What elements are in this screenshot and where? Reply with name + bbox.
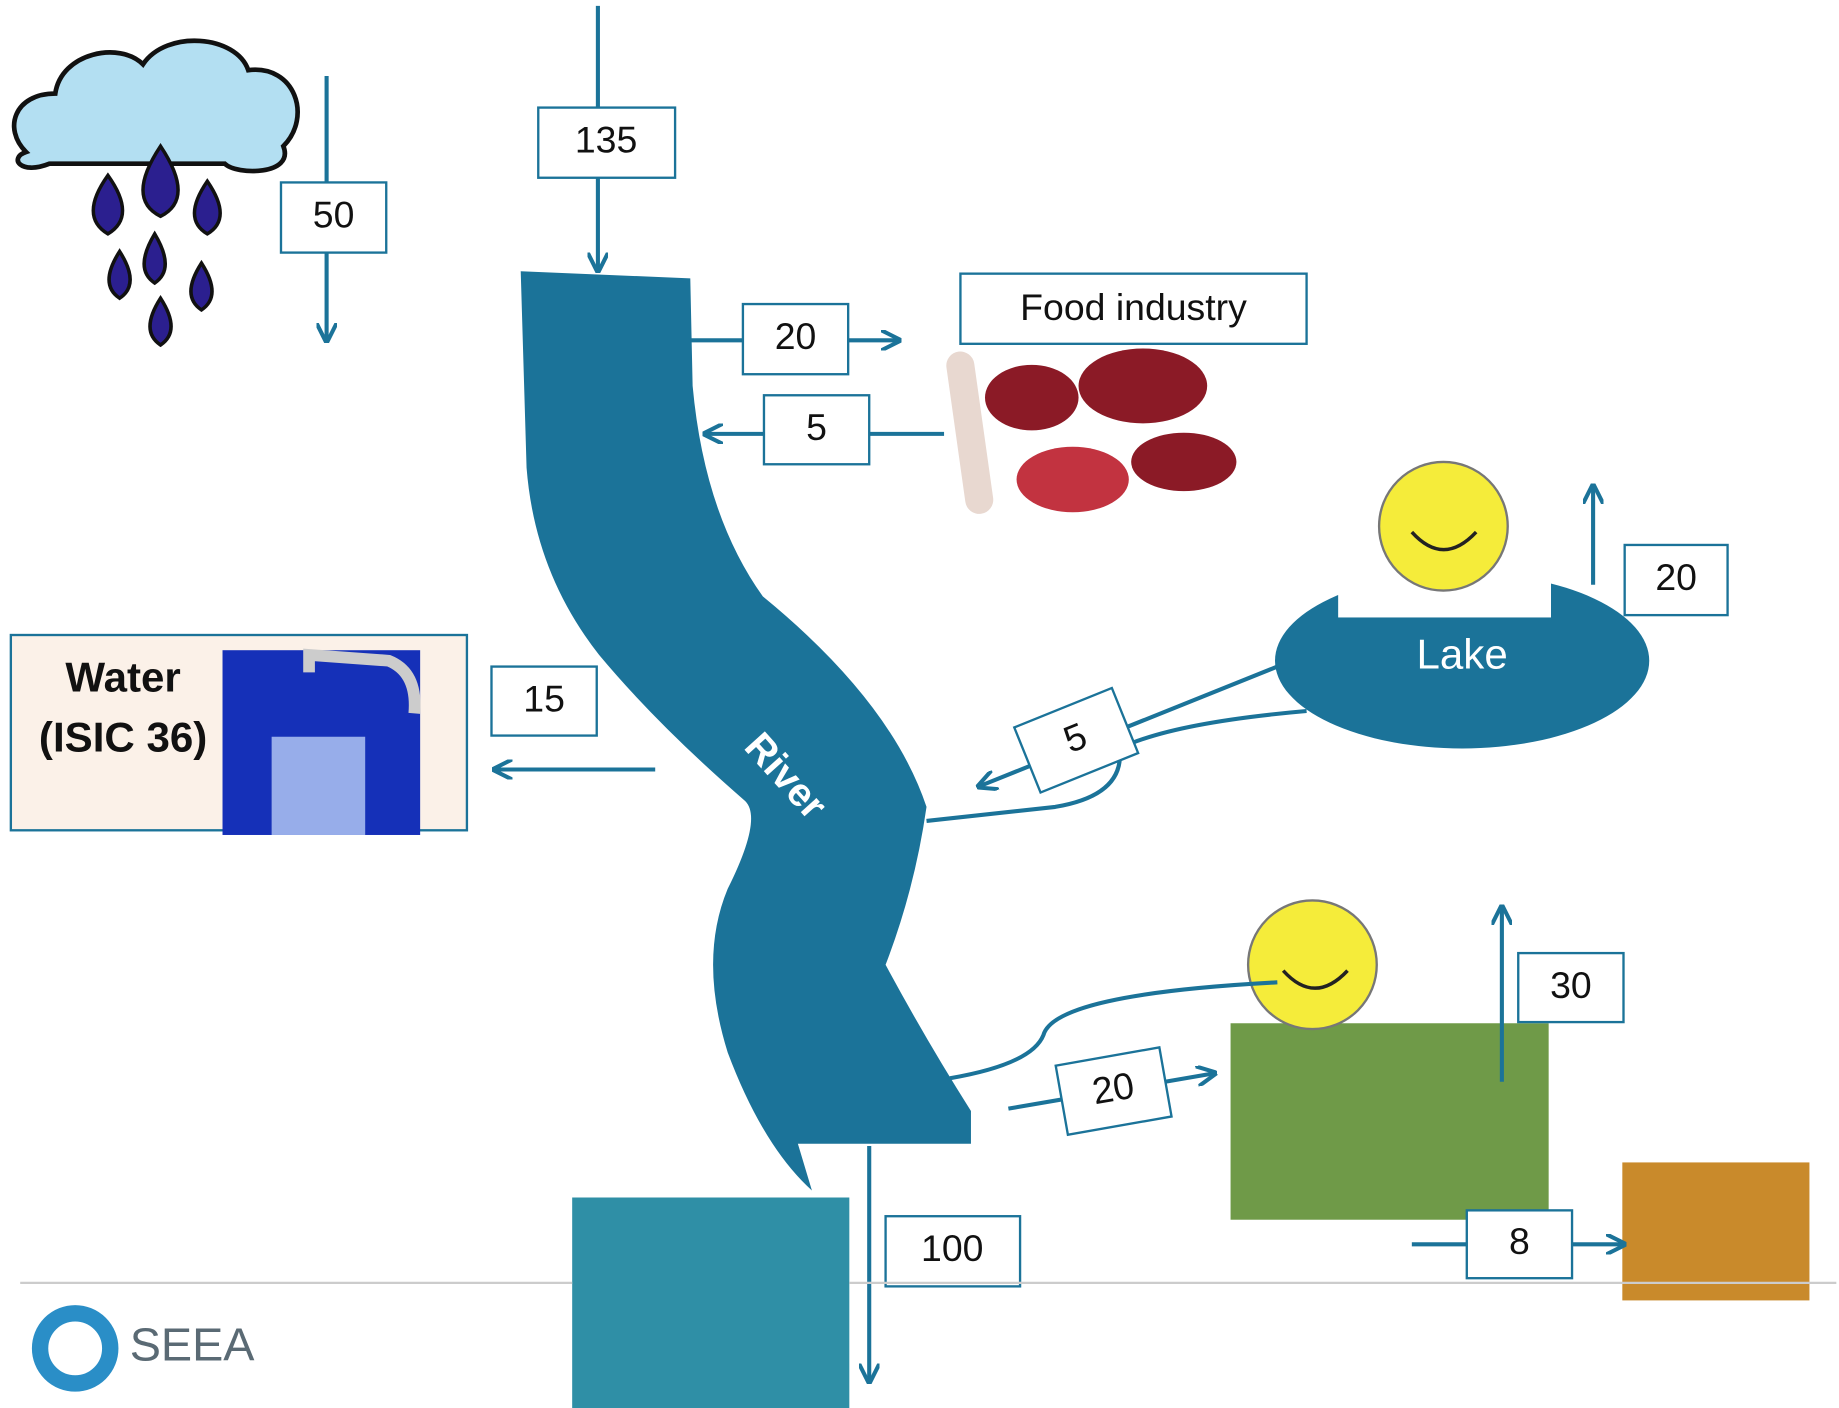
logo-text: SEEA [130, 1319, 256, 1371]
flow-value: 8 [1509, 1220, 1530, 1262]
logo-mark [40, 1313, 110, 1383]
rain-cloud [14, 41, 297, 345]
sun [1248, 900, 1377, 1029]
lake-label: Lake [1416, 630, 1507, 677]
tap-picture [223, 650, 421, 835]
water-label: Water [65, 654, 180, 701]
flow-value: 30 [1550, 964, 1592, 1006]
diagram: River Food industry Water (ISIC 36) Lake [0, 0, 1839, 1408]
flow-value: 50 [313, 193, 355, 235]
food-industry-label: Food industry [1020, 286, 1247, 328]
wheat-picture [1622, 1162, 1809, 1300]
sun [1338, 462, 1551, 618]
flow-value: 20 [1089, 1064, 1137, 1113]
flow-value: 135 [575, 119, 637, 161]
flow-value: 15 [523, 678, 565, 720]
flow-value: 20 [1655, 556, 1697, 598]
water-label: (ISIC 36) [39, 713, 207, 760]
food-picture [944, 348, 1236, 515]
sea-picture [572, 1198, 849, 1408]
flow-value: 100 [921, 1227, 983, 1269]
flow-value: 5 [806, 406, 827, 448]
flow-value: 20 [775, 315, 817, 357]
